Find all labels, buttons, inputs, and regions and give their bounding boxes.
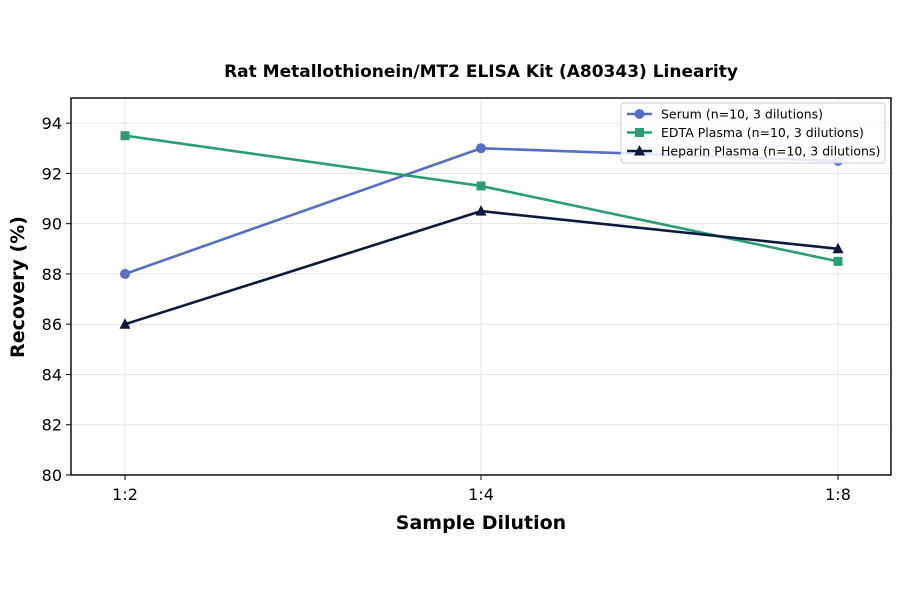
legend-item-serum: Serum (n=10, 3 dilutions) (627, 107, 823, 122)
data-point-serum (476, 143, 486, 154)
y-tick-label: 88 (42, 265, 62, 284)
data-point-heparin (475, 205, 487, 216)
data-point-heparin (119, 318, 131, 329)
data-point-heparin (832, 242, 844, 254)
legend-marker (634, 145, 645, 156)
series-heparin (119, 205, 844, 329)
y-tick-label: 92 (42, 164, 62, 183)
data-point-serum (120, 268, 130, 279)
y-axis-ticks: 80 82 84 86 88 90 92 94 (42, 114, 71, 485)
x-axis-label: Sample Dilution (396, 512, 566, 534)
data-point-edta (833, 256, 843, 266)
y-tick-label: 84 (42, 365, 62, 384)
x-tick-label: 1:2 (112, 485, 138, 504)
legend-marker (634, 109, 645, 119)
legend-label: Heparin Plasma (n=10, 3 dilutions) (661, 144, 880, 159)
legend-marker (635, 128, 644, 137)
legend-box (620, 102, 886, 164)
chart-title: Rat Metallothionein/MT2 ELISA Kit (A8034… (224, 62, 738, 82)
data-point-edta (476, 181, 486, 191)
y-tick-label: 80 (42, 466, 62, 485)
x-axis-ticks: 1:2 1:4 1:8 (112, 475, 851, 504)
y-tick-label: 82 (42, 416, 62, 435)
legend-item-heparin: Heparin Plasma (n=10, 3 dilutions) (627, 144, 880, 159)
x-tick-label: 1:8 (825, 485, 851, 504)
x-tick-label: 1:4 (468, 485, 494, 504)
y-axis-label: Recovery (%) (7, 216, 29, 358)
plot-area-frame (70, 97, 892, 476)
legend-label: EDTA Plasma (n=10, 3 dilutions) (661, 125, 864, 140)
legend-item-edta: EDTA Plasma (n=10, 3 dilutions) (627, 125, 864, 140)
legend-label: Serum (n=10, 3 dilutions) (661, 107, 823, 122)
data-point-edta (120, 131, 130, 141)
y-tick-label: 90 (42, 215, 62, 234)
y-tick-label: 94 (42, 114, 62, 133)
legend: Serum (n=10, 3 dilutions) EDTA Plasma (n=… (620, 102, 886, 164)
y-tick-label: 86 (42, 315, 62, 334)
